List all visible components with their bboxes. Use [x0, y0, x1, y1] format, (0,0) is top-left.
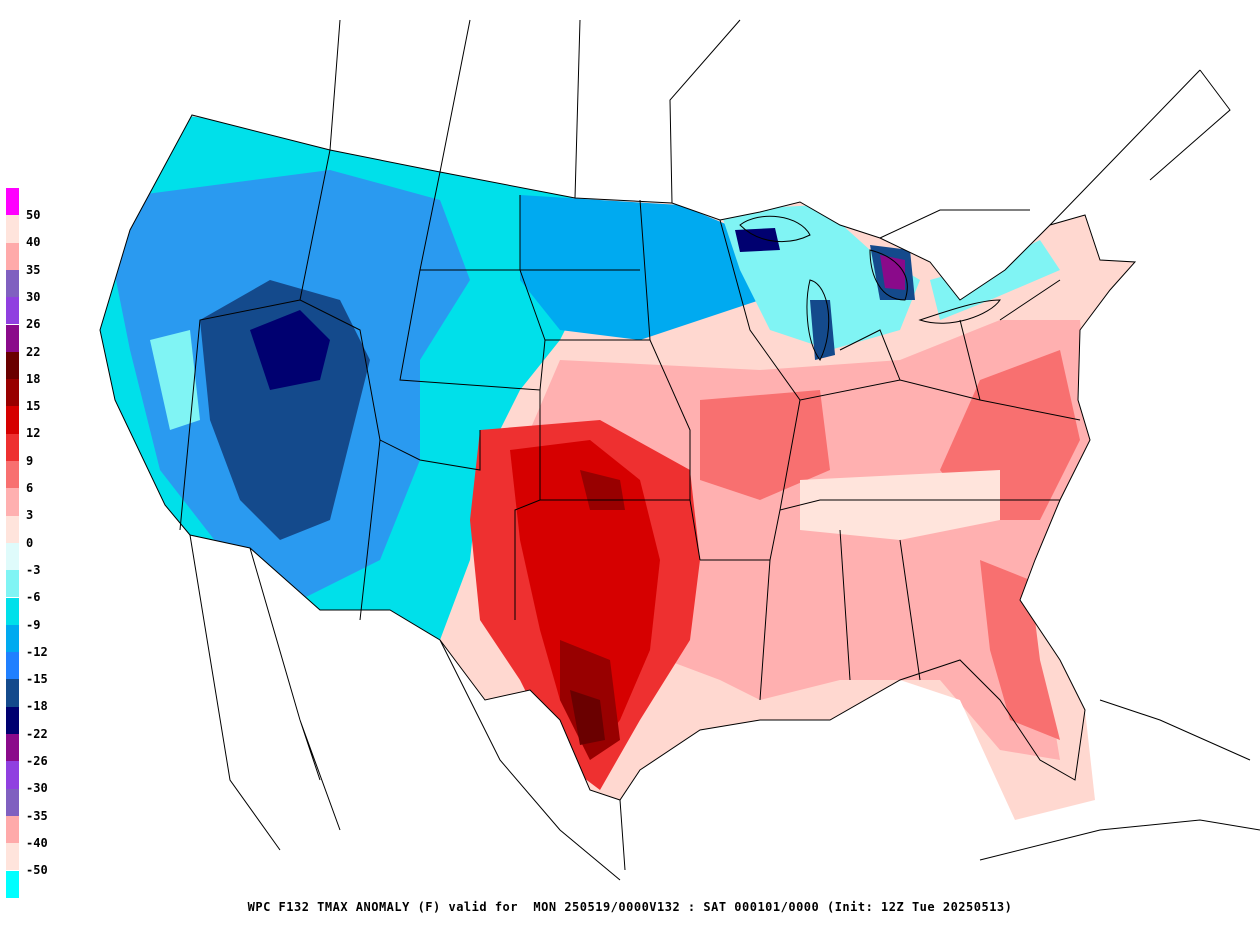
legend-swatch	[6, 761, 19, 789]
boundaries	[99, 19, 1260, 881]
legend-swatch	[6, 488, 19, 516]
legend-swatch	[6, 679, 19, 707]
legend-swatch	[6, 624, 19, 653]
legend-label: 40	[26, 235, 41, 250]
legend-swatch	[6, 351, 19, 380]
legend-swatch	[6, 570, 19, 598]
legend-label: 18	[26, 371, 41, 386]
legend-swatch	[6, 843, 19, 871]
legend-label: 0	[26, 535, 34, 550]
legend-swatch	[6, 652, 19, 680]
legend-swatch	[6, 461, 19, 489]
legend-label: 12	[26, 426, 41, 441]
legend-label: 26	[26, 317, 41, 332]
great-lakes	[739, 215, 1001, 361]
legend-label: 6	[26, 481, 34, 495]
legend-label: -15	[26, 672, 48, 687]
legend-swatch	[6, 379, 19, 407]
legend-swatch	[6, 297, 19, 325]
legend-label: -6	[26, 590, 41, 605]
legend-label: 3	[26, 508, 34, 523]
legend-label: -22	[26, 726, 48, 741]
legend-label: 22	[26, 344, 41, 359]
legend-swatch	[6, 870, 19, 898]
legend-swatch	[6, 433, 19, 461]
legend: 50 40 35 30 26 22 18 15 12 9 6 3 0 -3 -6 -9 -12 -15 -18 -22…	[6, 188, 66, 898]
canada-mexico-lines	[189, 19, 1260, 881]
legend-swatch	[6, 215, 19, 243]
legend-label: -18	[26, 699, 48, 714]
legend-swatch	[6, 706, 19, 734]
state-lines	[179, 149, 1081, 701]
legend-label: -50	[26, 863, 48, 878]
legend-label: 30	[26, 289, 41, 304]
legend-label: -35	[26, 808, 48, 823]
legend-label: 15	[26, 399, 41, 414]
legend-swatch	[6, 406, 19, 434]
legend-swatch	[6, 242, 19, 270]
map-caption: WPC F132 TMAX ANOMALY (F) valid for MON …	[247, 900, 1013, 914]
legend-swatch	[6, 734, 19, 762]
cool-anomaly-north	[520, 195, 760, 340]
legend-swatch	[6, 597, 19, 625]
legend-label: -26	[26, 754, 48, 768]
anomaly-field	[100, 115, 1135, 820]
legend-swatch	[6, 815, 19, 844]
legend-swatch	[6, 788, 19, 816]
legend-swatch	[6, 188, 19, 216]
us-outline	[99, 114, 1137, 801]
legend-label: 35	[26, 262, 41, 277]
legend-swatch	[6, 542, 19, 571]
warm-core-texas	[510, 440, 660, 760]
legend-label: 9	[26, 453, 34, 468]
legend-swatch	[6, 515, 19, 543]
legend-label: -9	[26, 617, 41, 632]
legend-label: -12	[26, 644, 48, 659]
legend-swatch	[6, 269, 19, 298]
legend-label: -30	[26, 781, 48, 796]
legend-label: -3	[26, 562, 41, 577]
legend-label: -40	[26, 835, 48, 850]
legend-label: 50	[26, 208, 41, 222]
legend-swatch	[6, 324, 19, 352]
